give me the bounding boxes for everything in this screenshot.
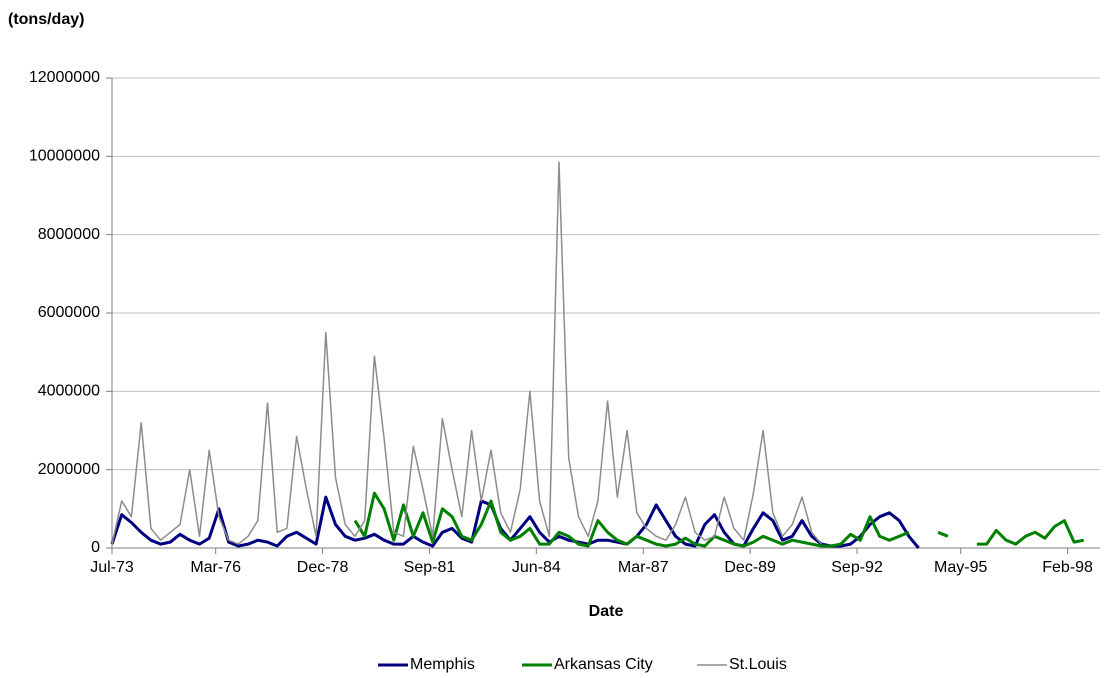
y-tick-label: 2000000 [38, 461, 100, 478]
legend-label: Arkansas City [554, 656, 653, 673]
y-tick-label: 0 [91, 539, 100, 556]
x-tick-label: Sep-81 [404, 559, 456, 576]
x-axis-label: Date [589, 603, 624, 620]
x-tick-label: Sep-92 [831, 559, 883, 576]
x-tick-label: Dec-89 [724, 559, 776, 576]
series-line [110, 495, 920, 549]
x-tick-label: Feb-98 [1042, 559, 1093, 576]
y-tick-label: 6000000 [38, 304, 100, 321]
x-tick-label: Jul-73 [90, 559, 134, 576]
legend-label: St.Louis [729, 656, 787, 673]
x-tick-label: Mar-87 [618, 559, 669, 576]
y-tick-label: 8000000 [38, 226, 100, 243]
series-line [353, 491, 1085, 548]
x-tick-label: Mar-76 [190, 559, 241, 576]
y-tick-label: 4000000 [38, 383, 100, 400]
x-tick-label: May-95 [934, 559, 987, 576]
y-axis-label: (tons/day) [8, 11, 84, 28]
x-tick-label: Jun-84 [512, 559, 561, 576]
series-line [111, 161, 822, 545]
legend-label: Memphis [410, 656, 475, 673]
y-tick-label: 10000000 [29, 148, 100, 165]
x-tick-label: Dec-78 [297, 559, 349, 576]
y-tick-label: 12000000 [29, 69, 100, 86]
